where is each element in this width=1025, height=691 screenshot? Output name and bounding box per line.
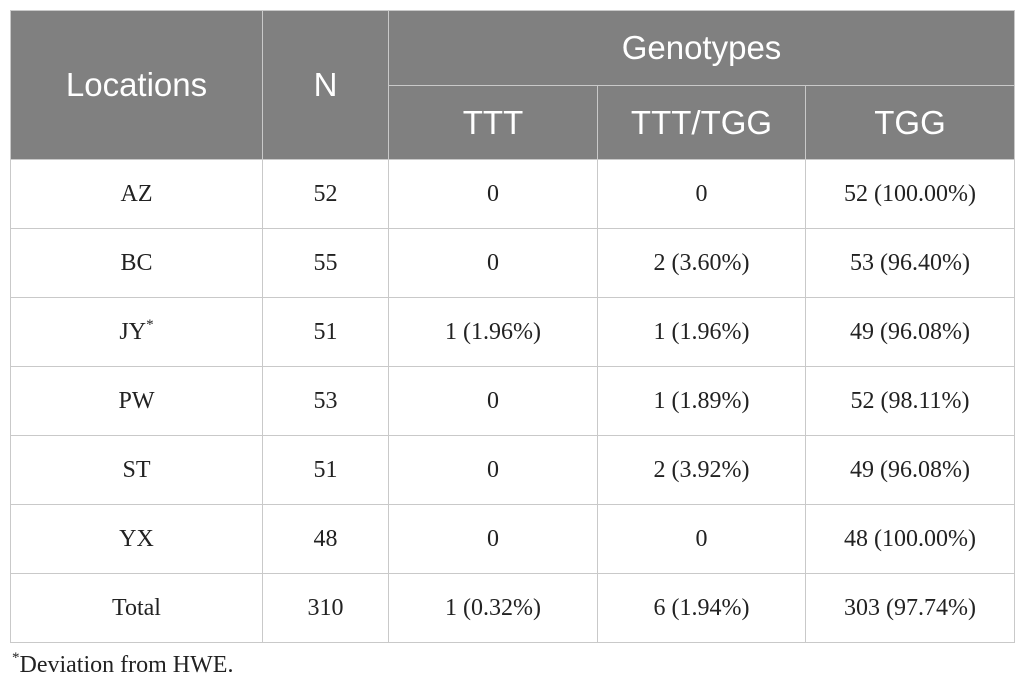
header-ttt: TTT [388,85,598,160]
cell-ttt: 0 [388,435,598,505]
location-label: PW [118,387,155,414]
location-label: BC [120,249,153,276]
location-label: JY [119,318,147,345]
genotype-table-container: Locations N Genotypes TTT TTT/TGG TGG AZ… [10,10,1016,643]
genotype-table: Locations N Genotypes TTT TTT/TGG TGG AZ… [10,10,1016,643]
header-tgg: TGG [804,85,1016,160]
cell-ttt-tgg: 1 (1.89%) [597,366,806,436]
cell-ttt-tgg: 6 (1.94%) [597,573,806,643]
cell-location: YX [10,504,263,574]
cell-tgg: 52 (100.00%) [804,159,1016,229]
location-label: Total [112,594,161,621]
location-label: ST [122,456,151,483]
header-row-bottom: TTT TTT/TGG TGG [11,85,1016,160]
cell-tgg: 53 (96.40%) [804,228,1016,298]
cell-ttt: 1 (1.96%) [388,297,598,367]
cell-n: 53 [262,366,389,436]
cell-ttt: 0 [388,159,598,229]
header-genotypes: Genotypes [387,10,1016,86]
cell-tgg: 48 (100.00%) [804,504,1016,574]
cell-ttt: 1 (0.32%) [388,573,598,643]
header-ttt-tgg: TTT/TGG [597,85,806,160]
footnote-marker: * [146,316,154,333]
cell-ttt-tgg: 0 [597,504,806,574]
footnote-text: Deviation from HWE. [19,652,234,678]
cell-n: 51 [262,297,389,367]
cell-location: PW [10,366,263,436]
cell-n: 51 [262,435,389,505]
table-row: AZ 52 0 0 52 (100.00%) [10,159,1016,229]
cell-ttt: 0 [388,366,598,436]
cell-n: 52 [262,159,389,229]
footnote-symbol: * [12,650,20,666]
cell-ttt-tgg: 2 (3.92%) [597,435,806,505]
location-label: YX [119,525,154,552]
table-row: BC 55 0 2 (3.60%) 53 (96.40%) [10,228,1016,298]
cell-location: ST [10,435,263,505]
cell-ttt: 0 [388,504,598,574]
cell-tgg: 52 (98.11%) [804,366,1016,436]
cell-location: BC [10,228,263,298]
cell-n: 48 [262,504,389,574]
cell-tgg: 49 (96.08%) [804,297,1016,367]
cell-location: AZ [10,159,263,229]
cell-ttt-tgg: 1 (1.96%) [597,297,806,367]
table-row: ST 51 0 2 (3.92%) 49 (96.08%) [10,435,1016,505]
location-label: AZ [120,180,153,207]
cell-ttt: 0 [388,228,598,298]
table-row: PW 53 0 1 (1.89%) 52 (98.11%) [10,366,1016,436]
table-row-total: Total 310 1 (0.32%) 6 (1.94%) 303 (97.74… [10,573,1016,643]
header-row-top: Locations N Genotypes [10,10,1016,160]
cell-n: 55 [262,228,389,298]
cell-ttt-tgg: 2 (3.60%) [597,228,806,298]
cell-tgg: 49 (96.08%) [804,435,1016,505]
table-body: AZ 52 0 0 52 (100.00%) BC 55 0 2 (3.60%)… [10,159,1016,643]
header-locations: Locations [10,10,263,160]
cell-ttt-tgg: 0 [597,159,806,229]
cell-tgg: 303 (97.74%) [804,573,1016,643]
table-row: YX 48 0 0 48 (100.00%) [10,504,1016,574]
table-row: JY* 51 1 (1.96%) 1 (1.96%) 49 (96.08%) [10,297,1016,367]
cell-location: Total [10,573,263,643]
cell-n: 310 [262,573,389,643]
cell-location: JY* [10,297,263,367]
header-n: N [262,10,389,160]
table-footnote: *Deviation from HWE. [12,650,234,679]
table-header: Locations N Genotypes TTT TTT/TGG TGG [10,10,1016,160]
